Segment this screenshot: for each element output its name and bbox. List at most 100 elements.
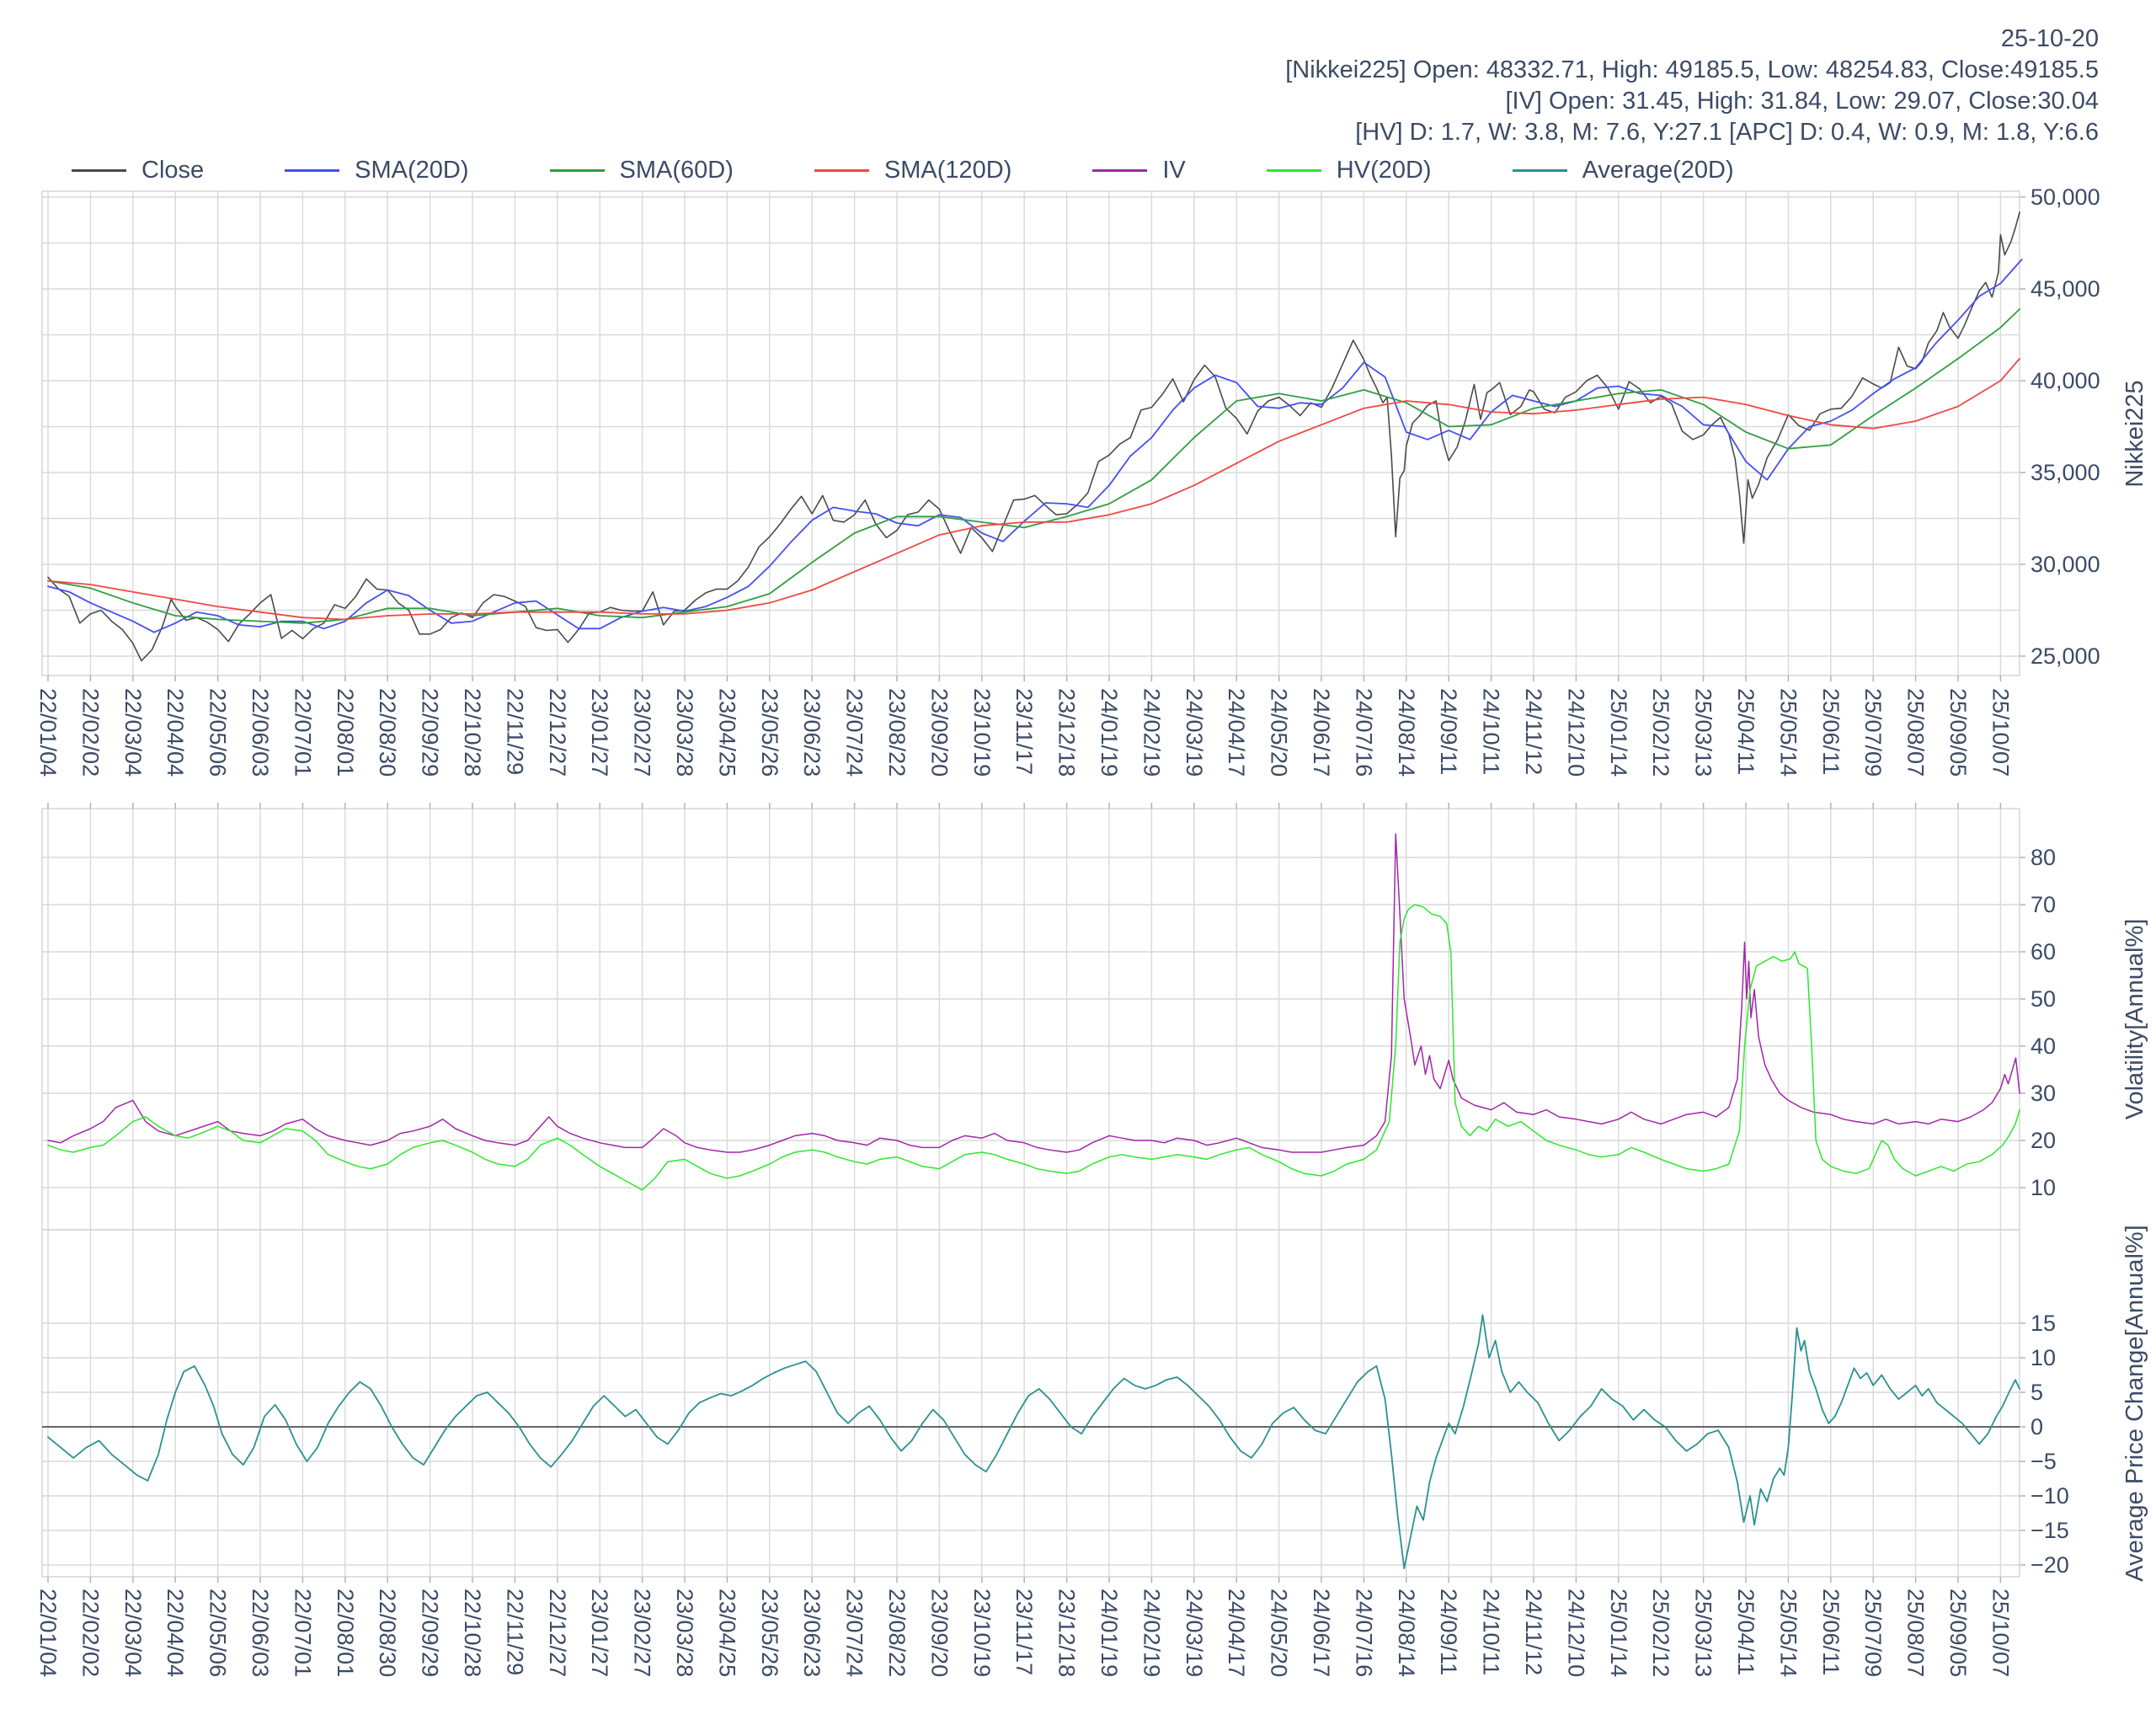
x-tick-label: 22/02/02	[77, 688, 103, 777]
x-tick-label: 25/09/05	[1945, 688, 1971, 777]
x-tick-label: 24/05/20	[1267, 688, 1292, 777]
x-tick-label: 22/01/04	[35, 688, 61, 777]
legend-item-average-20d-[interactable]: Average(20D)	[1512, 157, 1734, 184]
x-tick-label: 25/01/14	[1606, 1589, 1631, 1677]
x-tick-label: 22/12/27	[545, 688, 570, 777]
x-tick-label: 23/08/22	[884, 688, 910, 777]
legend-label: IV	[1162, 157, 1186, 184]
x-tick-label: 23/01/27	[587, 1589, 612, 1677]
x-tick-label: 23/06/23	[799, 1589, 825, 1677]
x-tick-label: 22/03/04	[120, 1589, 146, 1677]
legend-item-iv[interactable]: IV	[1092, 157, 1186, 184]
x-tick-label: 24/08/14	[1394, 688, 1419, 777]
x-tick-label: 25/02/12	[1648, 688, 1673, 777]
x-tick-label: 25/08/07	[1903, 688, 1929, 777]
x-tick-label: 24/04/17	[1224, 1589, 1249, 1677]
x-tick-label: 24/01/19	[1097, 1589, 1122, 1677]
x-tick-label: 24/12/10	[1563, 688, 1588, 777]
x-tick-label: 22/09/29	[418, 1589, 443, 1677]
x-tick-label: 25/05/14	[1775, 1589, 1801, 1677]
legend-line-swatch	[1092, 169, 1148, 172]
x-tick-label: 23/03/28	[672, 1589, 697, 1677]
x-tick-label: 24/11/12	[1521, 688, 1546, 775]
legend-item-sma-60d-[interactable]: SMA(60D)	[549, 157, 734, 184]
apc-plot-area[interactable]	[41, 1229, 2020, 1578]
x-tick-label: 22/03/04	[120, 688, 146, 777]
hv-20d--line	[47, 904, 2020, 1191]
x-tick-label: 24/03/19	[1182, 1589, 1207, 1677]
x-tick-label: 25/02/12	[1648, 1589, 1673, 1677]
legend-label: SMA(20D)	[355, 157, 469, 184]
x-tick-label: 24/10/11	[1479, 1589, 1504, 1675]
y-tick-label: 70	[2031, 892, 2056, 917]
x-tick-label: 23/10/19	[969, 1589, 995, 1677]
x-tick-label: 23/06/23	[799, 688, 825, 777]
x-tick-label: 22/06/03	[248, 1589, 273, 1677]
legend-item-sma-120d-[interactable]: SMA(120D)	[814, 157, 1012, 184]
x-tick-label: 22/07/01	[290, 688, 315, 777]
x-tick-label: 24/09/11	[1436, 688, 1461, 775]
x-tick-label: 23/12/18	[1054, 688, 1080, 777]
x-tick-label: 24/02/19	[1139, 688, 1164, 777]
hv-apc-line: [HV] D: 1.7, W: 3.8, M: 7.6, Y:27.1 [APC…	[1355, 119, 2099, 146]
close-line	[47, 211, 2020, 662]
x-tick-label: 25/03/13	[1691, 688, 1716, 777]
x-tick-label: 25/04/11	[1733, 1589, 1758, 1675]
x-tick-label: 24/12/10	[1563, 1589, 1588, 1677]
y-tick-label: 45,000	[2031, 276, 2100, 302]
y-tick-label: 10	[2031, 1345, 2056, 1370]
x-tick-label: 22/08/01	[333, 1589, 358, 1677]
price-axis-title: Nikkei225	[2121, 380, 2148, 487]
legend: Close SMA(20D) SMA(60D) SMA(120D) IV HV(20D) A…	[72, 157, 1734, 184]
x-tick-label: 25/08/07	[1903, 1589, 1929, 1677]
x-tick-label: 24/06/17	[1309, 688, 1334, 777]
legend-label: HV(20D)	[1336, 157, 1432, 184]
x-tick-label: 24/07/16	[1351, 1589, 1376, 1677]
x-tick-label: 23/05/26	[757, 688, 782, 777]
x-tick-label: 23/01/27	[587, 688, 612, 777]
legend-label: SMA(60D)	[619, 157, 734, 184]
x-tick-label: 22/05/06	[205, 688, 231, 777]
legend-line-swatch	[814, 169, 869, 172]
x-tick-label: 23/11/17	[1011, 688, 1037, 775]
iv-ohlc-line: [IV] Open: 31.45, High: 31.84, Low: 29.0…	[1505, 88, 2099, 115]
x-tick-label: 23/04/25	[714, 688, 739, 777]
x-tick-label: 24/11/12	[1521, 1589, 1546, 1675]
legend-item-sma-20d-[interactable]: SMA(20D)	[285, 157, 469, 184]
x-tick-label: 22/06/03	[248, 688, 273, 777]
y-tick-label: 80	[2031, 845, 2056, 870]
x-tick-label: 22/12/27	[545, 1589, 570, 1677]
x-tick-label: 22/11/29	[502, 688, 527, 775]
x-tick-label: 25/09/05	[1945, 1589, 1971, 1677]
y-tick-label: 15	[2031, 1311, 2056, 1336]
x-tick-label: 23/09/20	[926, 1589, 952, 1677]
y-tick-label: 40	[2031, 1033, 2056, 1059]
sma-20d--line	[47, 259, 2023, 633]
legend-item-close[interactable]: Close	[72, 157, 204, 184]
x-tick-label: 23/12/18	[1054, 1589, 1080, 1677]
iv-line	[47, 833, 2020, 1153]
x-tick-label: 24/07/16	[1351, 688, 1376, 777]
x-tick-label: 22/04/04	[163, 688, 188, 777]
header-info: 25-10-20 [Nikkei225] Open: 48332.71, Hig…	[1285, 24, 2099, 148]
x-tick-label: 22/02/02	[77, 1589, 103, 1677]
y-tick-label: 40,000	[2031, 368, 2100, 393]
x-tick-label: 23/04/25	[714, 1589, 739, 1677]
legend-line-swatch	[1512, 169, 1567, 172]
x-tick-label: 22/10/28	[460, 688, 485, 777]
y-tick-label: 20	[2031, 1128, 2056, 1153]
date-label: 25-10-20	[2000, 25, 2099, 52]
legend-label: Close	[141, 157, 205, 184]
legend-line-swatch	[72, 169, 126, 172]
x-tick-label: 22/08/30	[375, 688, 400, 777]
y-tick-label: −5	[2031, 1449, 2057, 1474]
x-tick-label: 23/02/27	[630, 688, 655, 777]
x-tick-label: 23/07/24	[842, 688, 867, 777]
legend-label: SMA(120D)	[883, 157, 1012, 184]
price-plot-area[interactable]	[41, 190, 2020, 676]
legend-item-hv-20d-[interactable]: HV(20D)	[1266, 157, 1432, 184]
x-tick-label: 25/06/11	[1818, 1589, 1844, 1675]
legend-line-swatch	[285, 169, 340, 172]
